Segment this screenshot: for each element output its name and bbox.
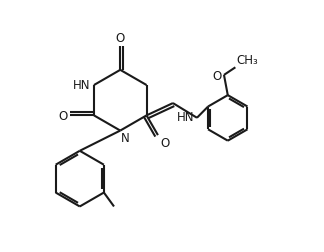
Text: HN: HN [73, 79, 90, 92]
Text: N: N [121, 132, 130, 145]
Text: O: O [116, 32, 125, 45]
Text: O: O [160, 136, 169, 149]
Text: HN: HN [177, 111, 194, 124]
Text: O: O [213, 70, 222, 83]
Text: O: O [59, 109, 68, 122]
Text: CH₃: CH₃ [237, 54, 258, 67]
